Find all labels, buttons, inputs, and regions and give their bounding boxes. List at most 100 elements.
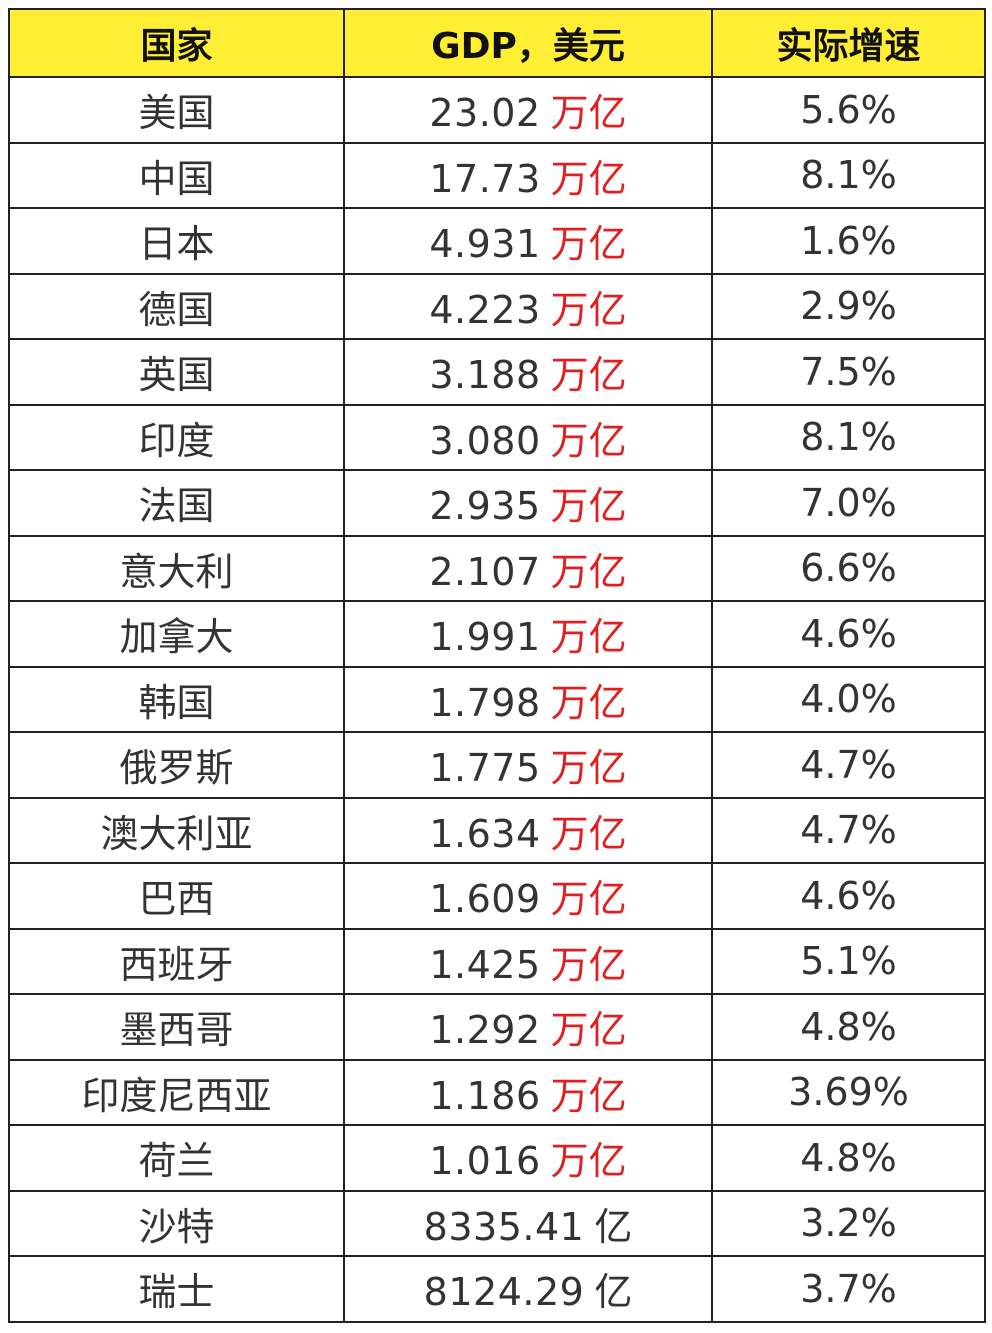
gdp-unit: 亿 — [594, 1204, 633, 1249]
gdp-value: 4.223 — [429, 287, 541, 332]
gdp-unit: 万亿 — [550, 156, 627, 201]
gdp-cell: 1.991 万亿 — [343, 600, 713, 668]
gdp-value: 8335.41 — [423, 1204, 585, 1249]
gdp-cell: 3.188 万亿 — [343, 338, 713, 406]
gdp-cell: 2.935 万亿 — [343, 469, 713, 537]
table-row: 印度尼西亚 1.186 万亿 3.69% — [8, 1058, 986, 1126]
gdp-cell: 4.931 万亿 — [343, 207, 713, 275]
growth-cell: 2.9% — [711, 272, 986, 340]
table-row: 印度 3.080 万亿 8.1% — [8, 403, 986, 471]
gdp-value: 17.73 — [429, 156, 541, 201]
table-row: 墨西哥 1.292 万亿 4.8% — [8, 993, 986, 1061]
table-row: 澳大利亚 1.634 万亿 4.7% — [8, 796, 986, 864]
growth-cell: 3.7% — [711, 1255, 986, 1323]
gdp-cell: 1.425 万亿 — [343, 927, 713, 995]
gdp-unit: 万亿 — [550, 811, 627, 856]
table-row: 英国 3.188 万亿 7.5% — [8, 338, 986, 406]
gdp-unit: 万亿 — [550, 549, 627, 594]
growth-cell: 5.1% — [711, 927, 986, 995]
gdp-unit: 万亿 — [550, 287, 627, 332]
growth-cell: 6.6% — [711, 534, 986, 602]
header-growth: 实际增速 — [711, 8, 986, 78]
country-cell: 英国 — [8, 338, 345, 406]
growth-cell: 4.7% — [711, 796, 986, 864]
gdp-value: 3.080 — [429, 418, 541, 463]
country-cell: 沙特 — [8, 1189, 345, 1257]
gdp-unit: 万亿 — [550, 680, 627, 725]
gdp-unit: 万亿 — [550, 1139, 627, 1184]
gdp-unit: 万亿 — [550, 353, 627, 398]
gdp-unit: 万亿 — [550, 1008, 627, 1053]
table-row: 荷兰 1.016 万亿 4.8% — [8, 1124, 986, 1192]
country-cell: 墨西哥 — [8, 993, 345, 1061]
country-cell: 瑞士 — [8, 1255, 345, 1323]
table-row: 西班牙 1.425 万亿 5.1% — [8, 927, 986, 995]
country-cell: 意大利 — [8, 534, 345, 602]
gdp-value: 1.798 — [429, 680, 541, 725]
gdp-cell: 23.02 万亿 — [343, 76, 713, 144]
table-row: 意大利 2.107 万亿 6.6% — [8, 534, 986, 602]
gdp-cell: 1.292 万亿 — [343, 993, 713, 1061]
country-cell: 韩国 — [8, 665, 345, 733]
country-cell: 法国 — [8, 469, 345, 537]
gdp-unit: 万亿 — [550, 418, 627, 463]
growth-cell: 8.1% — [711, 403, 986, 471]
table-row: 日本 4.931 万亿 1.6% — [8, 207, 986, 275]
country-cell: 中国 — [8, 141, 345, 209]
gdp-value: 1.634 — [429, 811, 541, 856]
gdp-cell: 1.634 万亿 — [343, 796, 713, 864]
growth-cell: 5.6% — [711, 76, 986, 144]
gdp-unit: 万亿 — [550, 91, 627, 136]
growth-cell: 8.1% — [711, 141, 986, 209]
country-cell: 西班牙 — [8, 927, 345, 995]
gdp-cell: 17.73 万亿 — [343, 141, 713, 209]
gdp-cell: 1.609 万亿 — [343, 862, 713, 930]
country-cell: 澳大利亚 — [8, 796, 345, 864]
table-row: 沙特 8335.41 亿 3.2% — [8, 1189, 986, 1257]
gdp-unit: 万亿 — [550, 1073, 627, 1118]
table-row: 中国 17.73 万亿 8.1% — [8, 141, 986, 209]
gdp-cell: 3.080 万亿 — [343, 403, 713, 471]
gdp-cell: 1.016 万亿 — [343, 1124, 713, 1192]
gdp-value: 3.188 — [429, 353, 541, 398]
gdp-cell: 8124.29 亿 — [343, 1255, 713, 1323]
header-gdp: GDP，美元 — [343, 8, 713, 78]
growth-cell: 4.7% — [711, 731, 986, 799]
growth-cell: 4.6% — [711, 600, 986, 668]
table-row: 俄罗斯 1.775 万亿 4.7% — [8, 731, 986, 799]
gdp-ranking-table: 国家 GDP，美元 实际增速 美国 23.02 万亿 5.6% 中国 17.73 万亿 8.1… — [8, 8, 986, 1323]
country-cell: 印度 — [8, 403, 345, 471]
gdp-value: 1.991 — [429, 615, 541, 660]
country-cell: 荷兰 — [8, 1124, 345, 1192]
table-header: 国家 GDP，美元 实际增速 — [8, 8, 986, 78]
country-cell: 日本 — [8, 207, 345, 275]
country-cell: 加拿大 — [8, 600, 345, 668]
growth-cell: 1.6% — [711, 207, 986, 275]
table-body: 美国 23.02 万亿 5.6% 中国 17.73 万亿 8.1% 日本 4.931 万亿 1.6% 德… — [8, 76, 986, 1323]
growth-cell: 4.0% — [711, 665, 986, 733]
gdp-cell: 2.107 万亿 — [343, 534, 713, 602]
gdp-unit: 万亿 — [550, 746, 627, 791]
gdp-cell: 1.186 万亿 — [343, 1058, 713, 1126]
country-cell: 巴西 — [8, 862, 345, 930]
gdp-value: 1.292 — [429, 1008, 541, 1053]
country-cell: 印度尼西亚 — [8, 1058, 345, 1126]
country-cell: 俄罗斯 — [8, 731, 345, 799]
growth-cell: 7.5% — [711, 338, 986, 406]
gdp-value: 23.02 — [429, 91, 541, 136]
gdp-value: 2.935 — [429, 484, 541, 529]
gdp-value: 1.186 — [429, 1073, 541, 1118]
gdp-value: 1.425 — [429, 942, 541, 987]
gdp-unit: 万亿 — [550, 942, 627, 987]
gdp-cell: 1.798 万亿 — [343, 665, 713, 733]
gdp-value: 1.609 — [429, 877, 541, 922]
table-row: 加拿大 1.991 万亿 4.6% — [8, 600, 986, 668]
header-country: 国家 — [8, 8, 345, 78]
gdp-value: 1.775 — [429, 746, 541, 791]
gdp-cell: 8335.41 亿 — [343, 1189, 713, 1257]
gdp-cell: 4.223 万亿 — [343, 272, 713, 340]
gdp-table-sheet: 国家 GDP，美元 实际增速 美国 23.02 万亿 5.6% 中国 17.73 万亿 8.1… — [8, 8, 986, 1323]
gdp-value: 8124.29 — [423, 1270, 585, 1315]
table-row: 瑞士 8124.29 亿 3.7% — [8, 1255, 986, 1323]
table-row: 德国 4.223 万亿 2.9% — [8, 272, 986, 340]
